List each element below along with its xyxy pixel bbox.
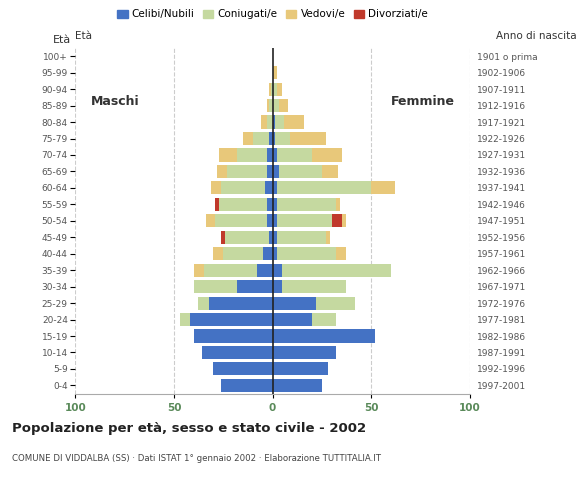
Bar — [190, 313, 273, 326]
Bar — [278, 99, 288, 112]
Bar — [267, 165, 273, 178]
Bar — [273, 116, 274, 129]
Bar — [261, 116, 267, 129]
Bar — [269, 132, 273, 145]
Bar — [222, 181, 264, 194]
Bar — [273, 280, 282, 293]
Text: Anno di nascita: Anno di nascita — [496, 31, 577, 41]
Bar — [205, 214, 215, 228]
Bar — [282, 264, 391, 277]
Bar — [194, 280, 237, 293]
Text: Età: Età — [75, 31, 92, 41]
Bar — [273, 297, 316, 310]
Bar — [278, 165, 322, 178]
Bar — [273, 231, 277, 244]
Bar — [336, 247, 346, 260]
Bar — [274, 116, 284, 129]
Bar — [237, 280, 273, 293]
Bar — [273, 379, 322, 392]
Bar — [277, 231, 326, 244]
Text: Maschi: Maschi — [91, 96, 140, 108]
Bar — [273, 83, 277, 96]
Bar — [263, 247, 273, 260]
Bar — [274, 132, 291, 145]
Bar — [225, 231, 269, 244]
Bar — [284, 116, 304, 129]
Bar — [277, 148, 312, 162]
Bar — [219, 198, 267, 211]
Bar — [218, 165, 227, 178]
Bar — [342, 214, 346, 228]
Bar — [273, 165, 278, 178]
Bar — [326, 231, 330, 244]
Bar — [273, 181, 277, 194]
Bar — [237, 148, 267, 162]
Bar — [322, 165, 338, 178]
Bar — [273, 313, 312, 326]
Bar — [267, 198, 273, 211]
Bar — [223, 247, 263, 260]
Bar — [269, 99, 273, 112]
Bar — [371, 181, 395, 194]
Bar — [336, 198, 340, 211]
Bar — [273, 346, 336, 359]
Bar — [194, 329, 273, 343]
Bar — [267, 214, 273, 228]
Bar — [222, 231, 225, 244]
Legend: Celibi/Nubili, Coniugati/e, Vedovi/e, Divorziati/e: Celibi/Nubili, Coniugati/e, Vedovi/e, Di… — [113, 5, 432, 24]
Bar — [219, 148, 237, 162]
Bar — [198, 297, 209, 310]
Bar — [273, 264, 282, 277]
Bar — [273, 362, 328, 375]
Bar — [253, 132, 269, 145]
Bar — [215, 214, 267, 228]
Bar — [215, 198, 219, 211]
Bar — [277, 198, 336, 211]
Bar — [273, 66, 277, 79]
Bar — [257, 264, 273, 277]
Bar — [273, 148, 277, 162]
Bar — [273, 329, 375, 343]
Bar — [271, 83, 273, 96]
Bar — [273, 247, 277, 260]
Bar — [277, 247, 336, 260]
Bar — [209, 297, 273, 310]
Bar — [243, 132, 253, 145]
Bar — [312, 313, 336, 326]
Bar — [332, 214, 342, 228]
Bar — [267, 99, 269, 112]
Bar — [273, 198, 277, 211]
Bar — [267, 116, 273, 129]
Bar — [267, 148, 273, 162]
Bar — [204, 264, 257, 277]
Bar — [202, 346, 273, 359]
Bar — [213, 362, 273, 375]
Bar — [277, 181, 371, 194]
Bar — [291, 132, 326, 145]
Text: Femmine: Femmine — [391, 96, 455, 108]
Bar — [316, 297, 356, 310]
Bar — [269, 231, 273, 244]
Bar — [273, 99, 278, 112]
Text: Popolazione per età, sesso e stato civile - 2002: Popolazione per età, sesso e stato civil… — [12, 422, 366, 435]
Bar — [277, 214, 332, 228]
Bar — [222, 379, 273, 392]
Bar — [269, 83, 271, 96]
Text: Età: Età — [53, 35, 71, 45]
Bar — [273, 132, 274, 145]
Bar — [273, 214, 277, 228]
Bar — [212, 181, 222, 194]
Text: COMUNE DI VIDDALBA (SS) · Dati ISTAT 1° gennaio 2002 · Elaborazione TUTTITALIA.I: COMUNE DI VIDDALBA (SS) · Dati ISTAT 1° … — [12, 454, 380, 463]
Bar — [194, 264, 204, 277]
Bar — [213, 247, 223, 260]
Bar — [264, 181, 273, 194]
Bar — [227, 165, 267, 178]
Bar — [180, 313, 190, 326]
Bar — [282, 280, 346, 293]
Bar — [312, 148, 342, 162]
Bar — [277, 83, 282, 96]
